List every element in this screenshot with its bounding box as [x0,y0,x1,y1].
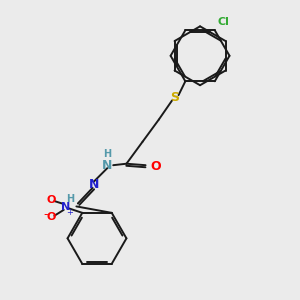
Text: S: S [170,91,179,104]
Text: O: O [150,160,160,173]
Text: N: N [89,178,99,191]
Text: O: O [47,195,56,205]
Text: N: N [102,159,112,172]
Text: N: N [61,202,71,212]
Text: -: - [44,208,48,221]
Text: Cl: Cl [217,17,229,27]
Text: O: O [47,212,56,222]
Text: H: H [66,194,74,204]
Text: +: + [66,208,73,217]
Text: H: H [103,149,111,159]
